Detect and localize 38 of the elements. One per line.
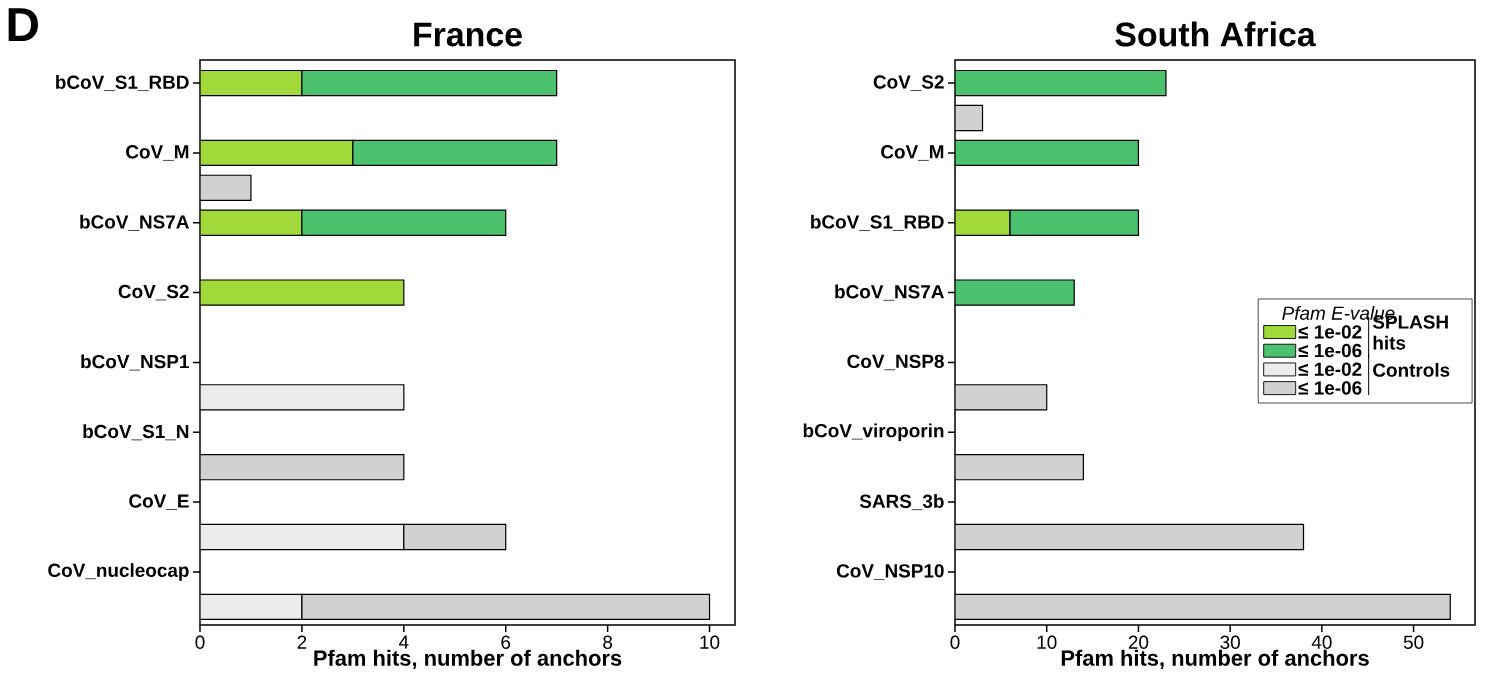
x-tick-label: 8 <box>603 635 613 649</box>
x-tick-label: 30 <box>1220 635 1240 649</box>
x-tick-label: 2 <box>297 635 307 649</box>
x-tick-label: 0 <box>195 635 205 649</box>
text: D <box>8 8 38 42</box>
y-tick-label: SARS_3b <box>859 494 944 511</box>
y-tick-label: CoV_NSP10 <box>836 564 944 580</box>
y-tick-label: bCoV_viroporin <box>803 423 944 442</box>
y-tick-label: CoV_S2 <box>873 75 944 91</box>
legend-label: ≤ 1e-02 <box>1298 325 1362 339</box>
chart-title: South Africa <box>1115 21 1316 47</box>
y-tick-label: bCoV_S1_RBD <box>56 75 189 92</box>
y-tick-label: CoV_nucleocap <box>48 563 189 581</box>
y-tick-label: CoV_M <box>881 145 944 161</box>
x-axis-title: Pfam hits, number of anchors <box>1061 649 1369 670</box>
legend-label: ≤ 1e-06 <box>1298 381 1362 395</box>
legend-label: ≤ 1e-02 <box>1298 362 1362 376</box>
chart-title: France <box>414 22 522 47</box>
y-tick-label: CoV_S2 <box>118 284 189 301</box>
x-tick-label: 0 <box>950 635 960 649</box>
x-tick-label: 40 <box>1311 635 1332 649</box>
x-tick-label: 10 <box>1037 635 1057 649</box>
y-tick-label: CoV_E <box>129 494 189 510</box>
y-tick-label: bCoV_NS7A <box>835 284 944 301</box>
y-tick-label: bCoV_NSP1 <box>81 354 189 371</box>
y-tick-label: bCoV_S1_RBD <box>811 214 944 231</box>
x-tick-label: 50 <box>1403 635 1424 649</box>
y-tick-label: CoV_NSP8 <box>847 354 944 371</box>
legend-label: ≤ 1e-06 <box>1298 343 1362 358</box>
x-axis-title: Pfam hits, number of anchors <box>314 649 622 670</box>
y-tick-label: bCoV_S1_N <box>83 424 189 441</box>
x-tick-label: 20 <box>1128 635 1149 649</box>
y-tick-label: bCoV_NS7A <box>80 214 189 231</box>
annotation: Controls <box>1373 362 1450 377</box>
x-tick-label: 6 <box>501 635 511 649</box>
y-tick-label: CoV_M <box>126 145 189 161</box>
x-tick-label: 10 <box>700 635 720 649</box>
x-tick-label: 4 <box>398 635 409 649</box>
